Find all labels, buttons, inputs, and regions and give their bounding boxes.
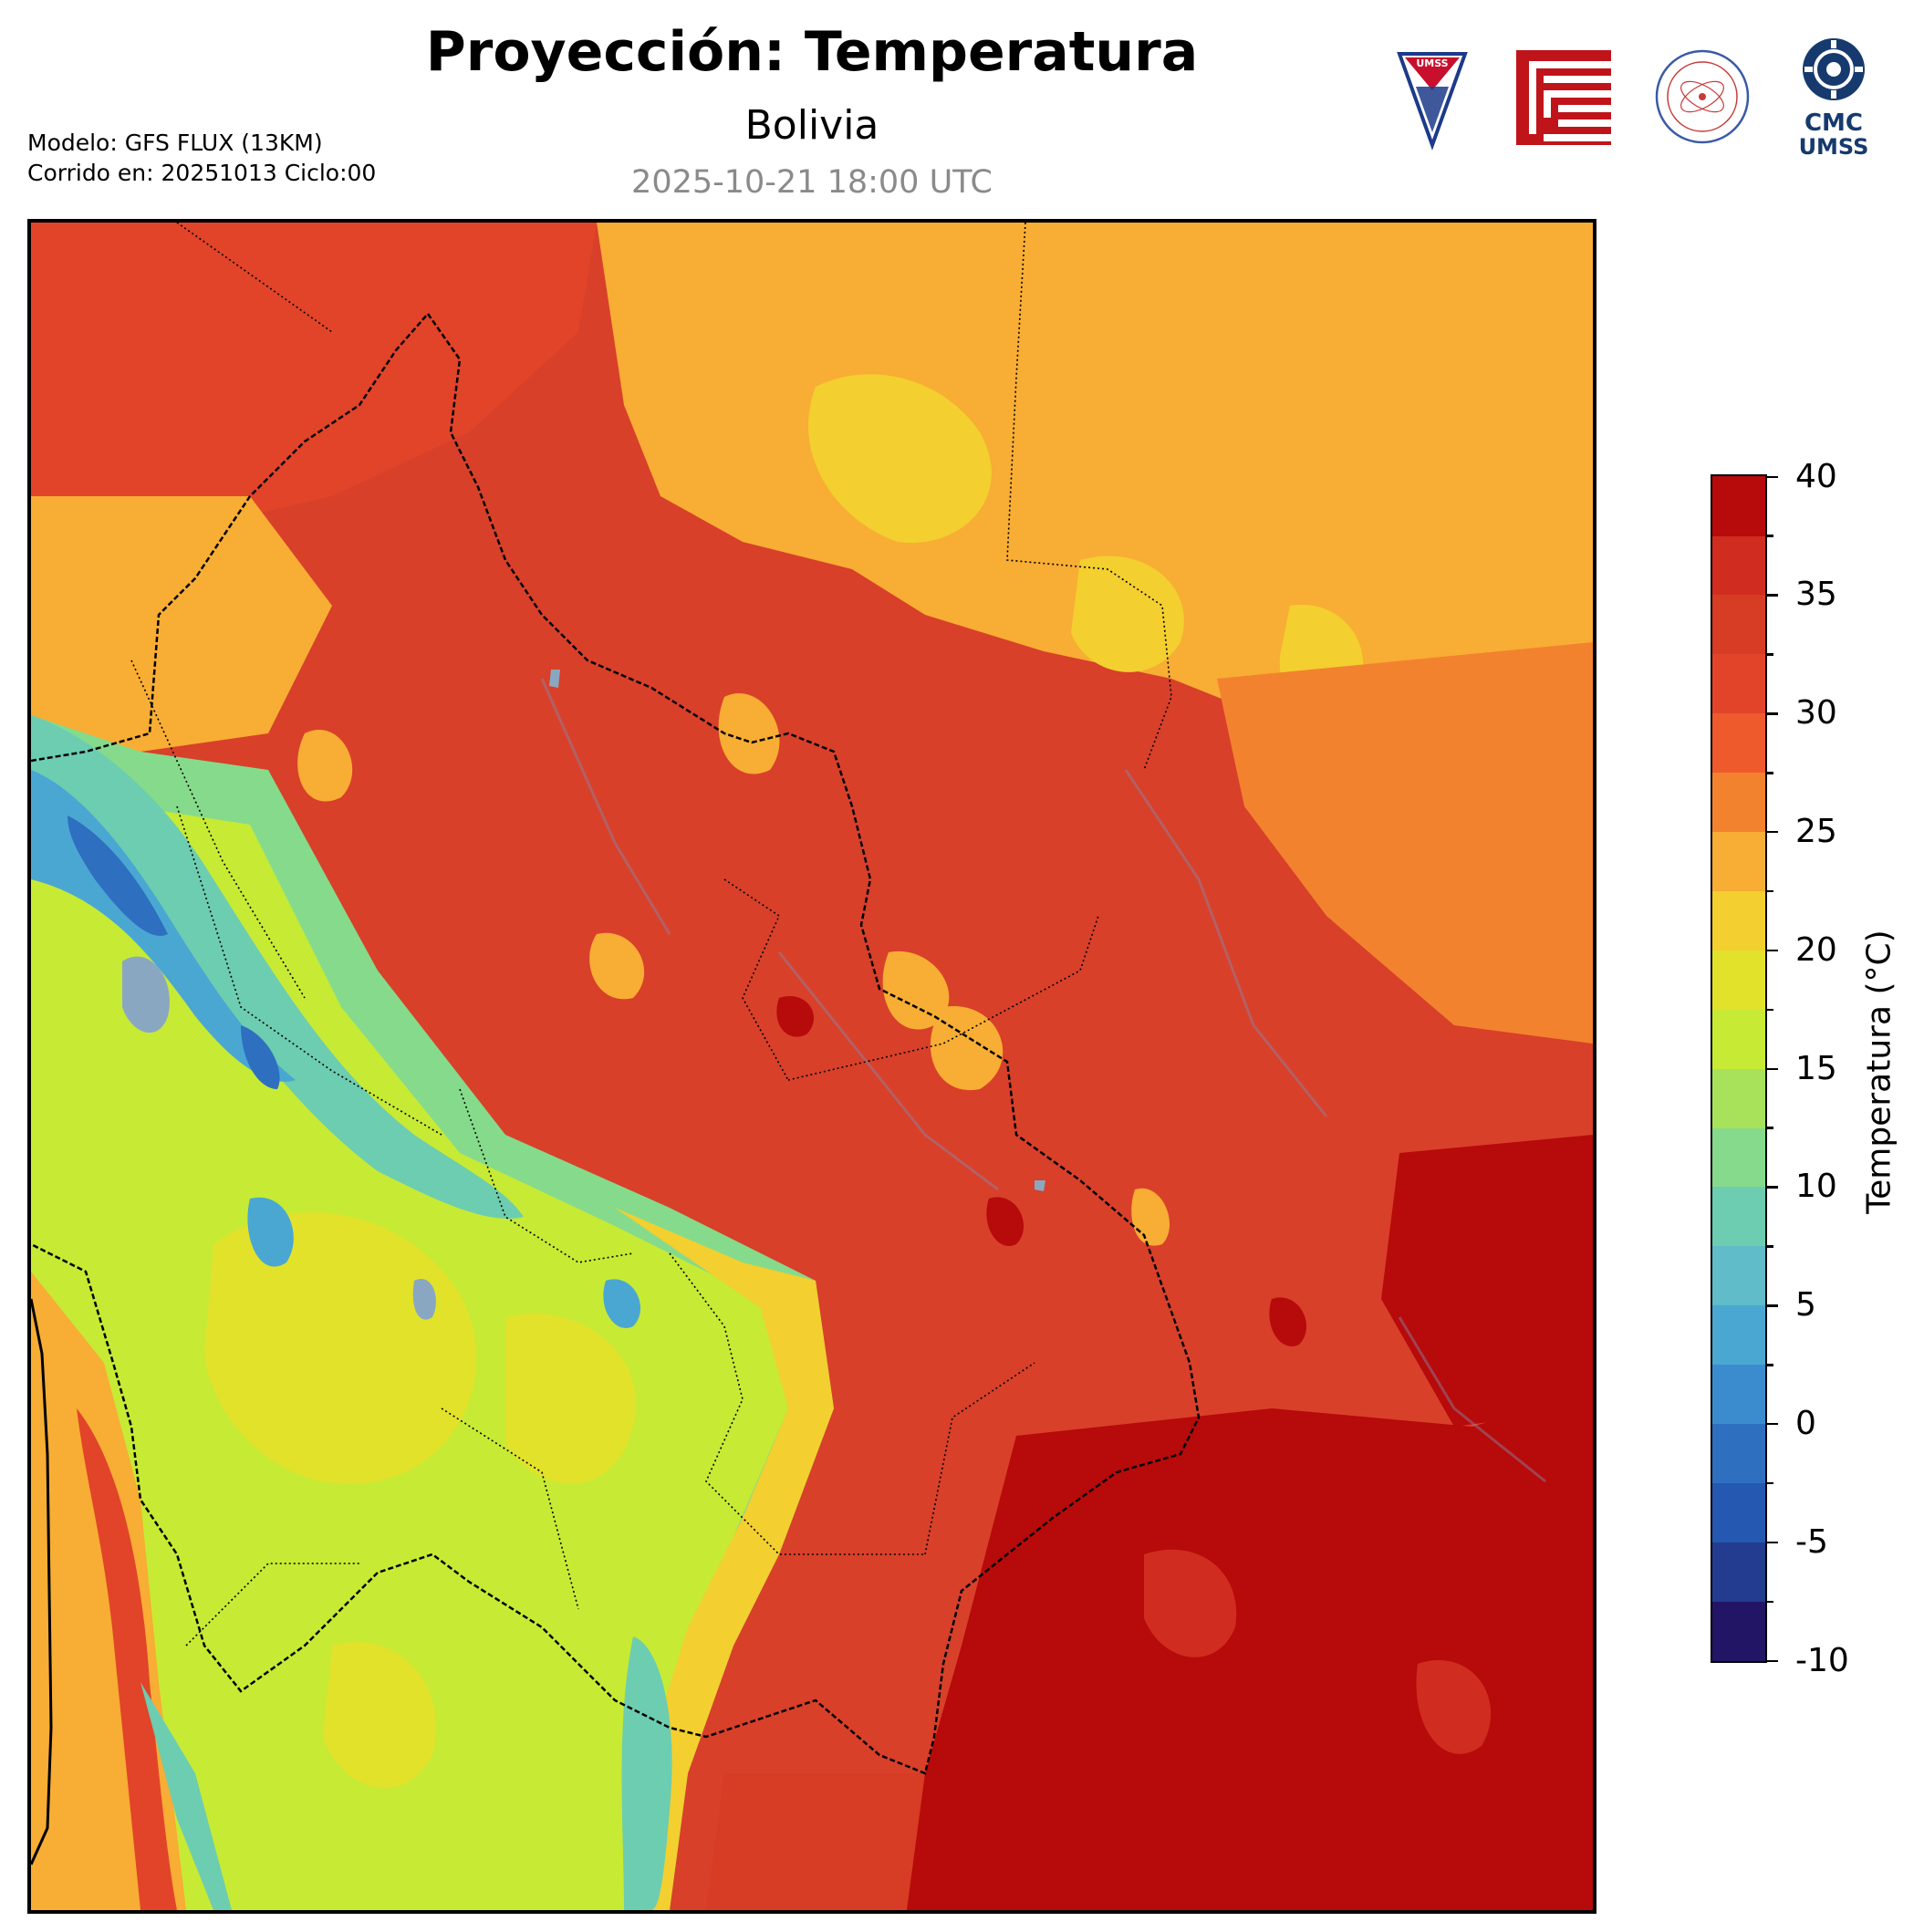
- northeast-orange: [1217, 642, 1593, 1044]
- coastal-green-fringe: [140, 1682, 232, 1910]
- northwest-red: [31, 223, 597, 524]
- colorbar-segment: [1712, 831, 1765, 891]
- department-borders: [176, 805, 1099, 1646]
- lake-poopo: [412, 1279, 436, 1320]
- svg-text:UMSS: UMSS: [1416, 57, 1448, 69]
- svg-text:CMC: CMC: [1804, 109, 1863, 137]
- coastal-red-strip: [77, 1408, 177, 1910]
- altiplano-yellow: [204, 1212, 637, 1789]
- colorbar-tick: [1767, 1067, 1778, 1070]
- colorbar-segment: [1712, 1542, 1765, 1602]
- model-info: Modelo: GFS FLUX (13KM) Corrido en: 2025…: [27, 128, 376, 188]
- colorbar-tick: [1767, 1659, 1778, 1662]
- colorbar-tick: [1767, 1422, 1778, 1426]
- colorbar-segment: [1712, 1068, 1765, 1128]
- colorbar-minor-tick: [1767, 1245, 1773, 1248]
- colorbar-tick-label: 25: [1795, 812, 1837, 850]
- colorbar-tick-label: 30: [1795, 694, 1837, 732]
- temperature-map: [27, 219, 1596, 1914]
- umss-logo: UMSS: [1397, 52, 1468, 151]
- colorbar-tick: [1767, 1186, 1778, 1189]
- colorbar-tick-label: 0: [1795, 1404, 1816, 1442]
- cold-core-teal: [31, 715, 524, 1219]
- colorbar-tick: [1767, 830, 1778, 834]
- run-line: Corrido en: 20251013 Ciclo:00: [27, 160, 377, 186]
- colorbar-minor-tick: [1767, 1008, 1773, 1012]
- cold-core-blue: [31, 770, 641, 1328]
- colorbar-segment: [1712, 1009, 1765, 1069]
- colorbar-segment: [1712, 1482, 1765, 1542]
- valid-datetime: 2025-10-21 18:00 UTC: [631, 164, 993, 201]
- colorbar-minor-tick: [1767, 1364, 1773, 1366]
- colorbar-tick: [1767, 949, 1778, 952]
- southern-valley-teal: [621, 1636, 672, 1910]
- model-line: Modelo: GFS FLUX (13KM): [27, 130, 323, 156]
- cmc-umss-logo: CMC UMSS: [1799, 38, 1869, 160]
- colorbar-minor-tick: [1767, 535, 1773, 537]
- colorbar-tick: [1767, 475, 1778, 478]
- map-canvas: [31, 223, 1593, 1910]
- colorbar-segment: [1712, 1601, 1765, 1661]
- chaco-dark-red: [898, 1390, 1593, 1910]
- colorbar-segment: [1712, 1304, 1765, 1366]
- colorbar-segment: [1712, 950, 1765, 1010]
- colorbar-minor-tick: [1767, 889, 1773, 893]
- chaco-red-islands: [1144, 1549, 1492, 1754]
- colorbar-tick-label: -5: [1795, 1522, 1828, 1561]
- region-subtitle: Bolivia: [744, 102, 879, 149]
- colorbar-segment: [1712, 1127, 1765, 1188]
- colorbar-minor-tick: [1767, 1481, 1773, 1485]
- colorbar-minor-tick: [1767, 772, 1773, 774]
- colorbar-segment: [1712, 594, 1765, 655]
- colorbar-segment: [1712, 1186, 1765, 1247]
- colorbar-segment: [1712, 772, 1765, 832]
- colorbar-tick-label: 5: [1795, 1286, 1816, 1324]
- colorbar-tick-label: -10: [1795, 1641, 1849, 1679]
- colorbar-segment: [1712, 476, 1765, 536]
- colorbar-tick: [1767, 1541, 1778, 1544]
- rivers: [540, 678, 1546, 1483]
- colorbar-minor-tick: [1767, 1600, 1773, 1604]
- colorbar-tick-label: 20: [1795, 930, 1837, 969]
- colorbar-tick: [1767, 1304, 1778, 1307]
- colorbar-tick: [1767, 594, 1778, 597]
- bolivia-border: [31, 313, 1201, 1775]
- colorbar-tick: [1767, 712, 1778, 715]
- colorbar-minor-tick: [1767, 653, 1773, 656]
- departamento-fisica-logo: [1655, 49, 1750, 144]
- colorbar-segment: [1712, 890, 1765, 950]
- colorbar-tick-label: 15: [1795, 1049, 1837, 1087]
- colorbar-label: Temperatura (°C): [1860, 930, 1898, 1214]
- colorbar: [1711, 474, 1767, 1663]
- south-red-belt: [706, 1773, 925, 1910]
- east-dark-red: [1381, 1135, 1593, 1427]
- svg-text:UMSS: UMSS: [1799, 134, 1869, 160]
- north-yellow-patches: [808, 374, 1364, 712]
- cold-core-deep-blue: [68, 815, 280, 1089]
- fcyt-logo: [1516, 50, 1611, 145]
- lake-titicaca: [122, 956, 170, 1034]
- colorbar-segment: [1712, 1364, 1765, 1424]
- northwest-orange: [31, 496, 332, 752]
- page-title: Proyección: Temperatura: [425, 20, 1199, 84]
- brazil-peru-border: [130, 223, 1172, 999]
- colorbar-segment: [1712, 1423, 1765, 1483]
- colorbar-segment: [1712, 1245, 1765, 1306]
- colorbar-tick-label: 40: [1795, 457, 1837, 495]
- colorbar-segment: [1712, 712, 1765, 774]
- colorbar-tick-label: 10: [1795, 1168, 1837, 1206]
- colorbar-segment: [1712, 653, 1765, 714]
- colorbar-segment: [1712, 535, 1765, 596]
- colorbar-minor-tick: [1767, 1127, 1773, 1129]
- colorbar-tick-label: 35: [1795, 576, 1837, 614]
- pacific-coastline: [31, 1298, 53, 1865]
